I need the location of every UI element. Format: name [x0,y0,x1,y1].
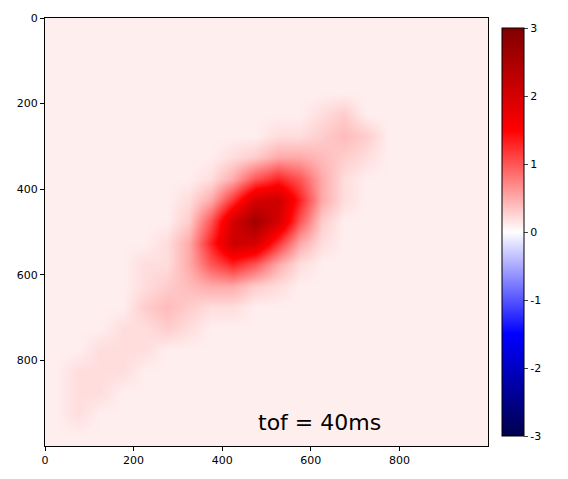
svg-text:800: 800 [389,454,410,467]
svg-text:-3: -3 [530,430,541,443]
svg-text:2: 2 [530,90,537,103]
svg-text:800: 800 [17,354,38,367]
svg-text:400: 400 [212,454,233,467]
svg-text:1: 1 [530,158,537,171]
svg-text:600: 600 [17,269,38,282]
svg-text:-2: -2 [530,362,541,375]
svg-text:-1: -1 [530,294,541,307]
svg-text:tof = 40ms: tof = 40ms [258,410,381,435]
svg-text:600: 600 [300,454,321,467]
svg-text:0: 0 [42,454,49,467]
svg-text:0: 0 [530,226,537,239]
svg-text:200: 200 [123,454,144,467]
svg-text:200: 200 [17,97,38,110]
svg-text:3: 3 [530,22,537,35]
svg-text:400: 400 [17,183,38,196]
svg-text:0: 0 [31,12,38,25]
